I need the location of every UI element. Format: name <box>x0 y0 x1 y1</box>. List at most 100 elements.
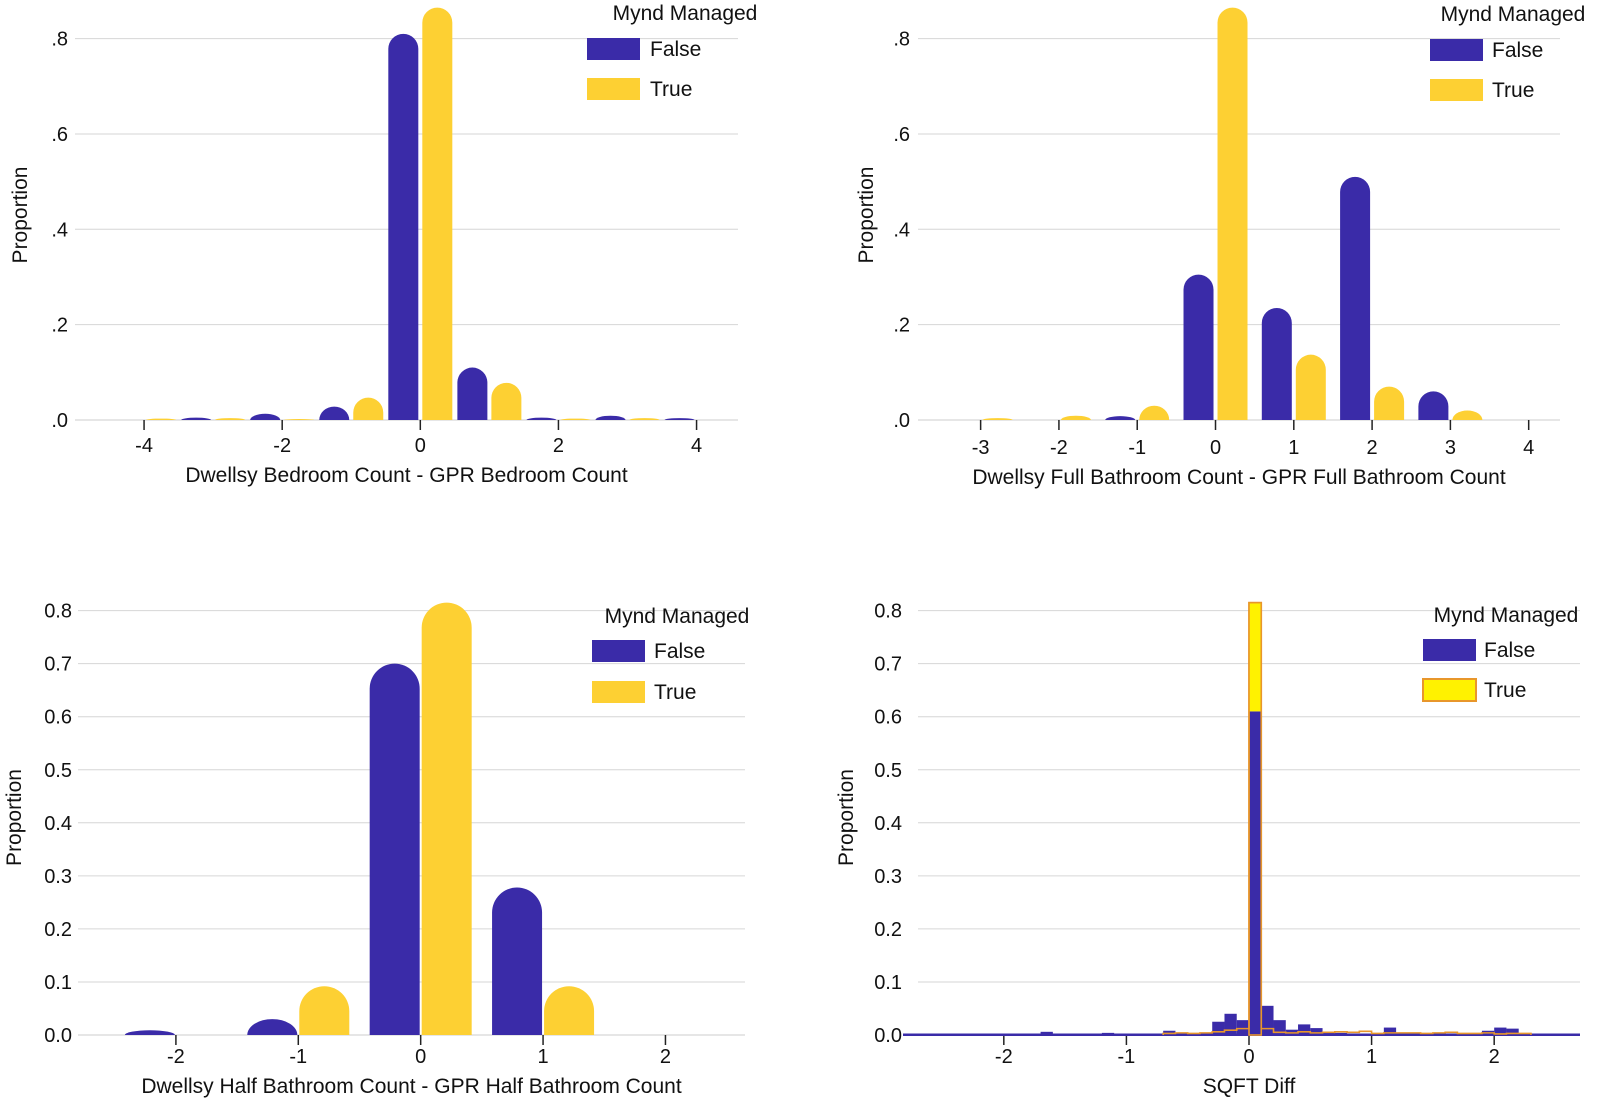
x-axis-title: SQFT Diff <box>1203 1075 1296 1098</box>
y-axis-title: Proportion <box>835 769 858 866</box>
bar-false <box>526 417 557 420</box>
y-axis-title: Proportion <box>9 167 32 264</box>
bar-false <box>319 406 350 420</box>
legend-swatch-true <box>1430 79 1483 101</box>
y-tick-label: .6 <box>893 124 910 146</box>
x-tick-label: 3 <box>1445 437 1456 459</box>
chart-panel-bottom-left: 0.0 0.1 0.2 0.3 0.4 0.5 0.6 0.7 0.8 -2 -1 0 1 2 Propor… <box>3 601 749 1098</box>
legend-label-false: False <box>1484 639 1535 662</box>
x-tick-label: 0 <box>415 435 426 457</box>
x-tick-label: 2 <box>553 435 564 457</box>
x-tick-label: 0 <box>1243 1046 1254 1068</box>
bar-true <box>215 418 246 420</box>
bar-false <box>124 1030 175 1035</box>
x-tick-label: 0 <box>1210 437 1221 459</box>
bar-true <box>1060 415 1091 420</box>
bar-true <box>422 7 453 421</box>
bar-true <box>544 986 595 1035</box>
legend-label-false: False <box>1492 39 1543 62</box>
chart-panel-top-left: .0 .2 .4 .6 .8 -4 -2 0 2 4 Proportion Dwellsy Bedro… <box>9 2 757 487</box>
y-tick-label: 0.7 <box>44 654 72 676</box>
hist-bin-false <box>1273 1020 1286 1035</box>
legend-swatch-false <box>1430 39 1483 61</box>
bar-true <box>1295 354 1326 420</box>
hist-bin-true-edge <box>1248 601 1263 1036</box>
y-tick-label: .4 <box>893 219 910 241</box>
legend-swatch-false <box>592 640 645 662</box>
x-tick-label: 1 <box>1288 437 1299 459</box>
x-tick-label: -2 <box>1050 437 1068 459</box>
legend-label-false: False <box>650 38 701 61</box>
y-tick-label: 0.8 <box>874 601 902 623</box>
y-tick-label: .8 <box>51 29 68 51</box>
x-tick-label: -1 <box>1128 437 1146 459</box>
bar-false <box>247 1019 298 1035</box>
bar-true <box>491 382 522 420</box>
x-tick-label: -2 <box>167 1046 185 1068</box>
hist-bin-false <box>1212 1021 1225 1035</box>
x-tick-label: -1 <box>1118 1046 1136 1068</box>
hist-bin-false <box>1249 711 1262 1035</box>
y-tick-label: 0.5 <box>44 760 72 782</box>
bar-false <box>1183 274 1214 420</box>
legend-label-true: True <box>654 681 696 704</box>
bar-true <box>1139 405 1170 420</box>
x-tick-label: 4 <box>1523 437 1534 459</box>
bar-true <box>560 418 591 420</box>
legend-label-true: True <box>1492 79 1534 102</box>
y-tick-label: 0.6 <box>44 707 72 729</box>
hist-bin-false <box>1383 1027 1397 1035</box>
legend-title: Mynd Managed <box>1434 604 1579 627</box>
x-tick-label: 2 <box>1367 437 1378 459</box>
hist-bin-false <box>1310 1028 1323 1035</box>
y-tick-label: .4 <box>51 219 68 241</box>
y-tick-label: 0.4 <box>874 813 902 835</box>
hist-bin-false <box>1261 1005 1274 1035</box>
bar-false <box>369 663 420 1035</box>
bar-true <box>982 418 1013 420</box>
bar-true <box>1374 386 1405 420</box>
bar-false <box>492 887 543 1035</box>
hist-bin-false <box>1040 1031 1053 1035</box>
bar-true <box>629 418 660 420</box>
y-axis-title: Proportion <box>3 769 26 866</box>
x-tick-label: -4 <box>135 435 153 457</box>
y-tick-label: .2 <box>893 315 910 337</box>
hist-bin-false <box>1236 1020 1249 1035</box>
legend-title: Mynd Managed <box>605 605 750 628</box>
x-tick-label: 0 <box>415 1046 426 1068</box>
y-tick-label: .0 <box>893 410 910 432</box>
legend-label-true: True <box>1484 679 1526 702</box>
x-axis-title: Dwellsy Bedroom Count - GPR Bedroom Coun… <box>185 464 628 487</box>
y-tick-label: 0.0 <box>44 1025 72 1047</box>
y-tick-label: 0.3 <box>874 866 902 888</box>
y-tick-label: 0.0 <box>874 1025 902 1047</box>
x-axis-title: Dwellsy Half Bathroom Count - GPR Half B… <box>141 1075 682 1098</box>
bar-true <box>421 602 472 1035</box>
x-tick-label: 4 <box>691 435 702 457</box>
x-tick-label: 2 <box>660 1046 671 1068</box>
hist-bin-false <box>1494 1027 1507 1035</box>
x-tick-label: 2 <box>1489 1046 1500 1068</box>
bar-true <box>1452 410 1483 420</box>
x-tick-label: 1 <box>538 1046 549 1068</box>
hist-bin-false <box>1506 1028 1519 1035</box>
hist-bin-false <box>1334 1032 1348 1035</box>
bar-true <box>284 419 315 420</box>
bar-false <box>250 413 281 420</box>
hist-outline-true <box>1162 601 1532 1035</box>
bar-false <box>388 33 419 420</box>
bar-true <box>146 418 177 420</box>
y-tick-label: .0 <box>51 410 68 432</box>
y-tick-label: .6 <box>51 124 68 146</box>
chart-panel-top-right: .0 .2 .4 .6 .8 -3 -2 -1 0 1 2 3 4 Proportion Dwellsy F… <box>855 3 1585 489</box>
x-axis-title: Dwellsy Full Bathroom Count - GPR Full B… <box>972 466 1506 489</box>
y-tick-label: .2 <box>51 315 68 337</box>
bar-true <box>299 986 350 1035</box>
hist-bin-false <box>1224 1013 1237 1035</box>
y-tick-label: 0.2 <box>44 919 72 941</box>
bar-false <box>1261 307 1292 420</box>
bar-false <box>457 367 488 420</box>
y-tick-label: 0.1 <box>874 972 902 994</box>
x-tick-label: 1 <box>1366 1046 1377 1068</box>
